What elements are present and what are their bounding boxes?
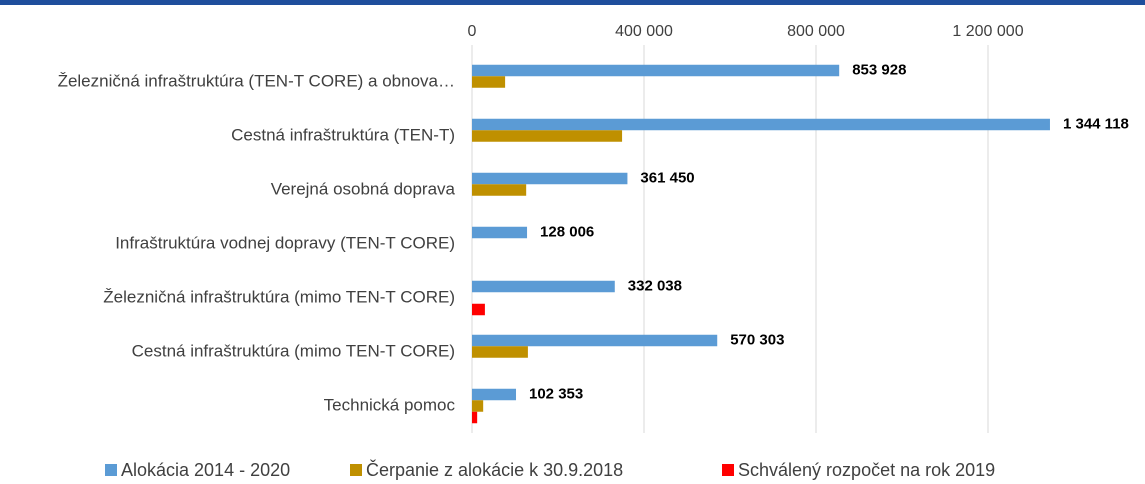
category-label: Železničná infraštruktúra (TEN-T CORE) a… [58, 71, 455, 90]
bar [472, 388, 517, 401]
category-label: Verejná osobná doprava [271, 179, 456, 198]
bar [472, 64, 840, 77]
bar [472, 226, 528, 239]
category-label: Cestná infraštruktúra (TEN-T) [231, 125, 455, 144]
x-tick-label: 1 200 000 [952, 23, 1023, 40]
bar [472, 411, 478, 424]
value-label: 361 450 [640, 169, 694, 186]
bar [472, 280, 615, 293]
legend-swatch [105, 464, 117, 476]
category-label: Cestná infraštruktúra (mimo TEN-T CORE) [132, 341, 455, 360]
bar [472, 184, 527, 196]
category-label: Železničná infraštruktúra (mimo TEN-T CO… [103, 287, 455, 306]
bar [472, 76, 506, 88]
category-label: Infraštruktúra vodnej dopravy (TEN-T COR… [115, 233, 455, 252]
legend-swatch [350, 464, 362, 476]
value-label: 1 344 118 [1063, 115, 1129, 132]
category-label: Technická pomoc [324, 395, 456, 414]
header-band [0, 0, 1145, 5]
x-tick-label: 400 000 [615, 23, 673, 40]
bar [472, 172, 628, 185]
value-label: 853 928 [852, 61, 906, 78]
bar [472, 130, 623, 142]
bar [472, 346, 528, 358]
legend-swatch [722, 464, 734, 476]
value-label: 332 038 [628, 277, 682, 294]
value-label: 102 353 [529, 385, 583, 402]
bar [472, 400, 484, 412]
x-tick-label: 0 [468, 23, 477, 40]
value-label: 128 006 [540, 223, 594, 240]
value-label: 570 303 [730, 331, 784, 348]
bar [472, 118, 1050, 131]
legend-label: Schválený rozpočet na rok 2019 [738, 460, 995, 480]
x-tick-label: 800 000 [787, 23, 845, 40]
legend-label: Čerpanie z alokácie k 30.9.2018 [366, 459, 623, 480]
bar [472, 303, 485, 316]
legend-label: Alokácia 2014 - 2020 [121, 460, 290, 480]
bar [472, 334, 718, 347]
